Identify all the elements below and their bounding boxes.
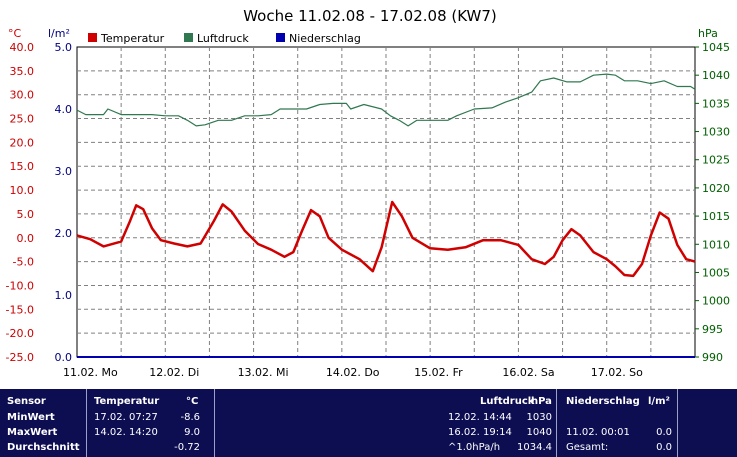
series-line-luftdruck: [76, 73, 696, 127]
row-label-max: MaxWert: [7, 427, 58, 438]
temp-tick-label: -25.0: [6, 351, 34, 364]
x-tick-label: 15.02. Fr: [414, 366, 463, 379]
press-trend: ^1.0hPa/h: [448, 442, 501, 453]
temp-tick-label: 15.0: [10, 160, 35, 173]
precip-tick-label: 4.0: [55, 103, 73, 116]
temp-tick-label: 20.0: [10, 136, 35, 149]
row-label-min: MinWert: [7, 412, 55, 423]
header-press-unit: hPa: [531, 396, 552, 407]
x-tick-label: 14.02. Do: [326, 366, 380, 379]
pressure-tick-label: 1025: [702, 154, 730, 167]
min-press-value: 1030: [526, 412, 552, 423]
header-luftdruck: Luftdruck: [480, 396, 535, 407]
grid: [77, 47, 695, 357]
temp-tick-label: -20.0: [6, 327, 34, 340]
pressure-tick-label: 1040: [702, 69, 730, 82]
x-tick-label: 17.02. So: [591, 366, 643, 379]
x-tick-label: 11.02. Mo: [63, 366, 118, 379]
pressure-tick-label: 1005: [702, 266, 730, 279]
x-axis-ticks: 11.02. Mo 12.02. Di 13.02. Mi 14.02. Do 15.0…: [63, 366, 643, 379]
legend-label-luftdruck: Luftdruck: [197, 32, 249, 45]
pressure-axis-ticks: 1045 1040 1035 1030 1025 1020 1015 1010 1005 1000…: [695, 41, 730, 364]
column-separator: [86, 389, 87, 457]
x-tick-label: 13.02. Mi: [238, 366, 289, 379]
precip-tick-label: 3.0: [55, 165, 73, 178]
temp-tick-label: 35.0: [10, 65, 35, 78]
header-temperatur: Temperatur: [94, 396, 160, 407]
legend-swatch-niederschlag: [276, 33, 285, 42]
header-niederschlag: Niederschlag: [566, 396, 640, 407]
legend-swatch-temperatur: [88, 33, 97, 42]
x-tick-label: 12.02. Di: [149, 366, 199, 379]
precip-tick-label: 1.0: [55, 289, 73, 302]
max-press-time: 16.02. 19:14: [448, 427, 512, 438]
legend-label-temperatur: Temperatur: [100, 32, 165, 45]
max-temp-time: 14.02. 14:20: [94, 427, 158, 438]
pressure-tick-label: 1000: [702, 295, 730, 308]
row-label-avg: Durchschnitt: [7, 442, 80, 453]
header-temp-unit: °C: [186, 396, 199, 407]
precip-tick-label: 0.0: [55, 351, 73, 364]
max-prec-value: 0.0: [656, 427, 672, 438]
header-prec-unit: l/m²: [648, 396, 670, 407]
temp-axis-unit: °C: [8, 27, 22, 40]
legend-swatch-luftdruck: [184, 33, 193, 42]
precip-axis-ticks: 5.0 4.0 3.0 2.0 1.0 0.0: [55, 41, 73, 364]
legend: Temperatur Luftdruck Niederschlag: [88, 32, 361, 45]
temp-tick-label: 25.0: [10, 113, 35, 126]
avg-press-value: 1034.4: [517, 442, 552, 453]
prec-total-label: Gesamt:: [566, 442, 609, 453]
pressure-tick-label: 1020: [702, 182, 730, 195]
pressure-tick-label: 1010: [702, 238, 730, 251]
max-press-value: 1040: [526, 427, 552, 438]
temp-tick-label: -10.0: [6, 279, 34, 292]
stats-table: Sensor Temperatur °C Luftdruck hPa Niede…: [0, 389, 737, 457]
temp-tick-label: 10.0: [10, 184, 35, 197]
pressure-tick-label: 1015: [702, 210, 730, 223]
precip-axis-unit: l/m²: [48, 27, 70, 40]
pressure-tick-label: 990: [702, 351, 723, 364]
pressure-tick-label: 995: [702, 323, 723, 336]
min-temp-time: 17.02. 07:27: [94, 412, 158, 423]
series-line-temperatur: [76, 200, 696, 278]
temp-tick-label: 5.0: [17, 208, 35, 221]
column-separator: [214, 389, 215, 457]
temp-axis-ticks: 40.0 35.0 30.0 25.0 20.0 15.0 10.0 5.0 0.0 -5.0 -1…: [6, 41, 34, 364]
column-separator: [677, 389, 678, 457]
weather-chart: Woche 11.02.08 - 17.02.08 (KW7) Temperat…: [6, 7, 730, 379]
pressure-axis-unit: hPa: [698, 27, 718, 40]
prec-total-value: 0.0: [656, 442, 672, 453]
max-temp-value: 9.0: [184, 427, 200, 438]
temp-tick-label: 40.0: [10, 41, 35, 54]
header-sensor: Sensor: [7, 396, 46, 407]
legend-label-niederschlag: Niederschlag: [289, 32, 361, 45]
precip-tick-label: 2.0: [55, 227, 73, 240]
pressure-tick-label: 1045: [702, 41, 730, 54]
max-prec-time: 11.02. 00:01: [566, 427, 630, 438]
temp-tick-label: 0.0: [17, 232, 35, 245]
temp-tick-label: -15.0: [6, 303, 34, 316]
min-press-time: 12.02. 14:44: [448, 412, 512, 423]
chart-title: Woche 11.02.08 - 17.02.08 (KW7): [243, 7, 497, 25]
temp-tick-label: -5.0: [13, 256, 34, 269]
min-temp-value: -8.6: [180, 412, 200, 423]
avg-temp-value: -0.72: [174, 442, 200, 453]
pressure-tick-label: 1030: [702, 126, 730, 139]
precip-tick-label: 5.0: [55, 41, 73, 54]
axis-units: °C l/m² hPa: [8, 27, 718, 40]
temp-tick-label: 30.0: [10, 89, 35, 102]
series-lines: [76, 73, 696, 358]
column-separator: [556, 389, 557, 457]
x-tick-label: 16.02. Sa: [502, 366, 554, 379]
pressure-tick-label: 1035: [702, 97, 730, 110]
